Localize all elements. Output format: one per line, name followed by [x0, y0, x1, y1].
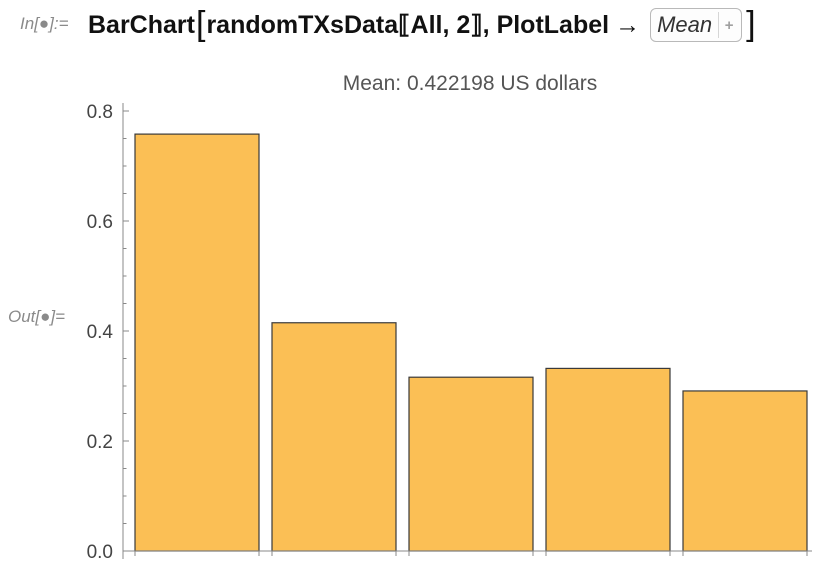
bar-1[interactable] — [134, 133, 260, 552]
bar-3[interactable] — [408, 376, 534, 552]
y-tick-label: 0.4 — [87, 322, 114, 343]
close-bracket: ] — [746, 5, 756, 43]
y-tick-label: 0.8 — [87, 102, 113, 123]
chart-title: Mean: 0.422198 US dollars — [343, 72, 598, 95]
part-spec: ⟦All, 2⟧ — [398, 11, 483, 39]
option-separator: , — [482, 10, 497, 39]
input-expression[interactable]: BarChart [ randomTXsData ⟦All, 2⟧ , Plot… — [88, 3, 757, 47]
bar-5[interactable] — [682, 390, 808, 552]
rule-arrow: → — [615, 10, 641, 39]
y-tick-label: 0.6 — [87, 212, 113, 233]
function-name: BarChart — [88, 10, 195, 39]
argument-symbol: randomTXsData — [206, 10, 399, 39]
bar-4[interactable] — [545, 367, 671, 552]
template-placeholder-box[interactable]: Mean + — [650, 8, 743, 42]
y-tick-label: 0.0 — [87, 542, 113, 563]
input-cell-label: In[●]:= — [20, 14, 69, 33]
template-plus-button[interactable]: + — [718, 12, 739, 38]
y-tick-label: 0.2 — [87, 432, 113, 453]
y-axis: 0.0 0.2 0.4 0.6 0.8 — [87, 102, 129, 563]
output-cell-label: Out[●]= — [8, 307, 66, 326]
open-bracket: [ — [195, 5, 206, 43]
bars-group — [134, 133, 808, 552]
template-text: Mean — [657, 12, 713, 37]
option-name: PlotLabel — [496, 10, 610, 39]
bar-2[interactable] — [271, 322, 397, 552]
x-axis — [123, 550, 812, 556]
